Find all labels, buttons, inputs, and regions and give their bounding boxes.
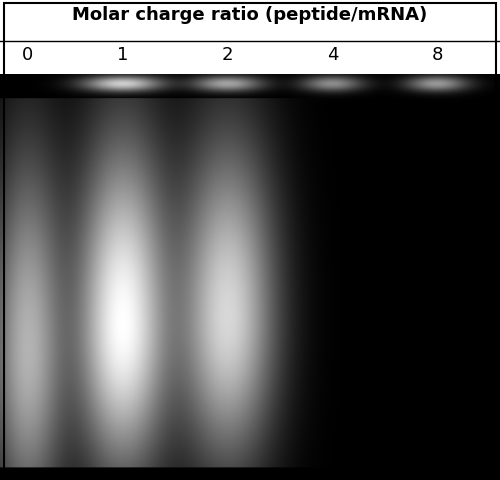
Text: Molar charge ratio (peptide/mRNA): Molar charge ratio (peptide/mRNA) [72, 6, 428, 24]
Text: 8: 8 [432, 46, 443, 64]
Text: 4: 4 [327, 46, 338, 64]
Text: 0: 0 [22, 46, 33, 64]
Text: 2: 2 [222, 46, 233, 64]
Text: 1: 1 [117, 46, 128, 64]
